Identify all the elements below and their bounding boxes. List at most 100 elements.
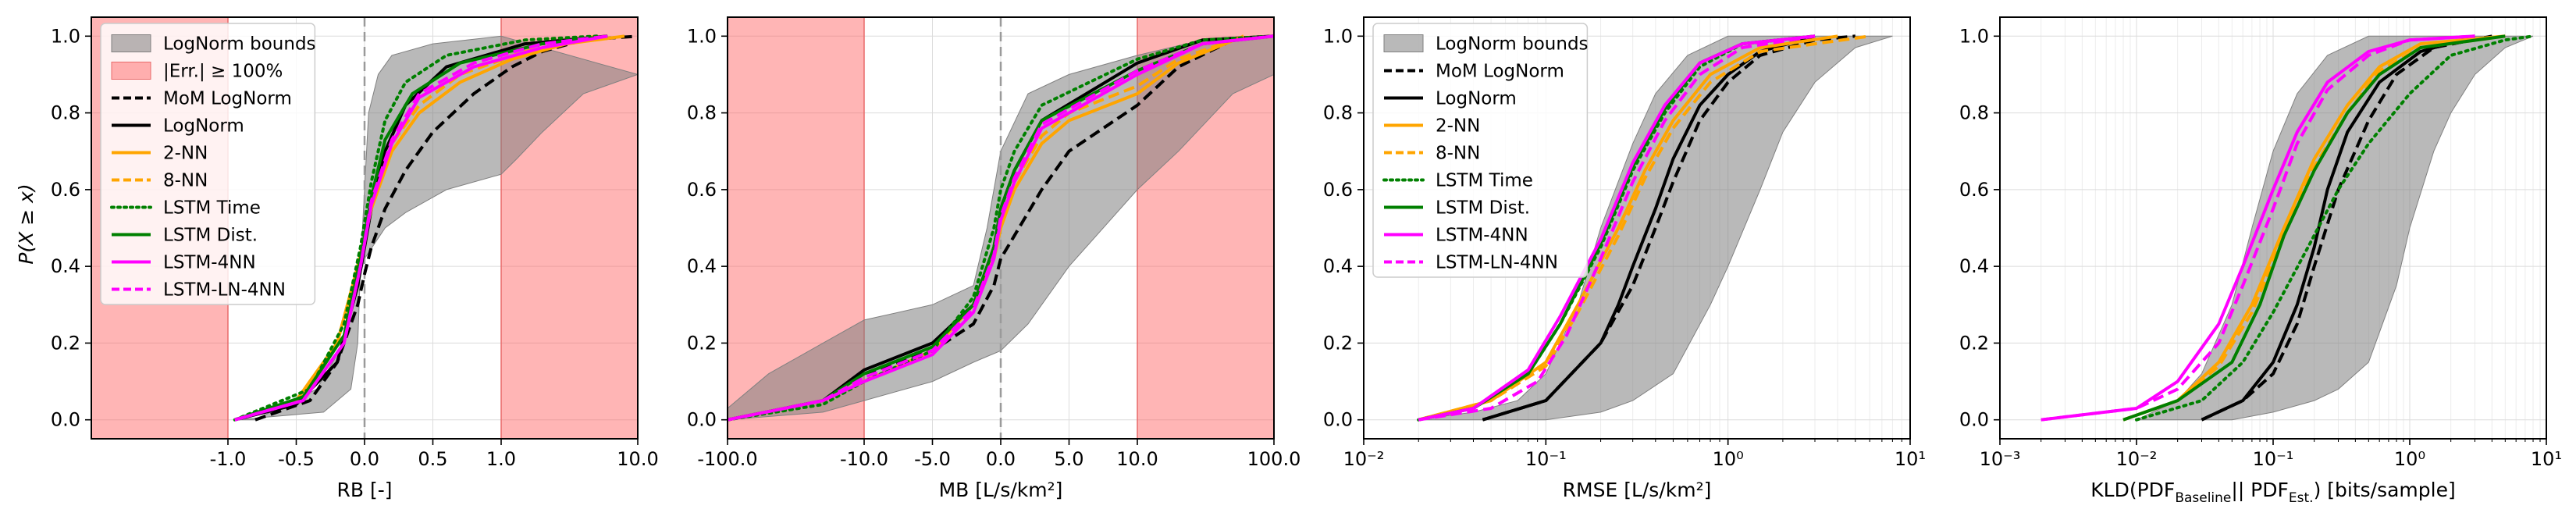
panel-3: 10⁻² 10⁻¹ 10⁰ 10¹ 0.0 0.2 0.4 0.6 0.8 1.0 RMSE [L/… xyxy=(1323,16,1926,501)
x-tick-label: 10¹ xyxy=(2531,448,2562,470)
legend-label: LSTM-4NN xyxy=(1436,226,1528,246)
legend-label: |Err.| ≥ 100% xyxy=(163,62,283,82)
y-tick-label: 0.6 xyxy=(1959,179,1989,201)
y-tick-label: 0.2 xyxy=(687,332,717,354)
legend: LogNorm bounds MoM LogNorm LogNorm 2-NN 8-NN… xyxy=(1372,23,1589,278)
y-tick-label: 0.8 xyxy=(687,102,717,124)
panels: -1.0 -0.5 0.0 0.5 1.0 10.0 0.0 0.2 0.4 0.6 0.8 1.0 R… xyxy=(51,16,2562,506)
x-tick-label: 0.0 xyxy=(986,448,1016,470)
legend: LogNorm bounds |Err.| ≥ 100% MoM LogNorm Lo… xyxy=(100,23,316,305)
legend-item-lstm-ln-4nn: LSTM-LN-4NN xyxy=(1384,253,1558,273)
series-line-lstm-ln-4nn xyxy=(1418,34,1816,422)
x-tick-label: -1.0 xyxy=(210,448,247,470)
x-tick-label: 10⁰ xyxy=(2394,448,2425,470)
series-line-lstm-ln-4nn xyxy=(728,34,1274,422)
legend-swatch xyxy=(111,62,151,80)
x-tick-label: 0.0 xyxy=(350,448,379,470)
legend-item-lstm-ln-4nn: LSTM-LN-4NN xyxy=(112,280,286,301)
panel-1: -1.0 -0.5 0.0 0.5 1.0 10.0 0.0 0.2 0.4 0.6 0.8 1.0 R… xyxy=(51,16,659,501)
x-tick-label: -5.0 xyxy=(914,448,951,470)
x-tick-label: 100.0 xyxy=(1247,448,1301,470)
legend-item-lstm-dist: LSTM Dist. xyxy=(112,226,258,246)
legend-item-lstm-4nn: LSTM-4NN xyxy=(112,253,256,273)
legend-item-lognorm: LogNorm xyxy=(112,116,244,137)
x-tick-label: 0.5 xyxy=(418,448,447,470)
legend-label: LogNorm xyxy=(163,116,244,137)
y-tick-label: 0.2 xyxy=(51,332,80,354)
legend-label: LSTM Time xyxy=(1436,171,1533,191)
y-tick-label: 1.0 xyxy=(51,25,80,47)
legend-item-lognorm: LogNorm xyxy=(1384,89,1517,109)
legend-label: LSTM Dist. xyxy=(163,226,258,246)
y-tick-label: 0.0 xyxy=(1323,409,1353,431)
x-tick-label: -10.0 xyxy=(840,448,888,470)
panel-4: 10⁻³ 10⁻² 10⁻¹ 10⁰ 10¹ 0.0 0.2 0.4 0.6 0.8 1.0 KLD(… xyxy=(1959,16,2562,506)
series-line-lstm-time xyxy=(233,34,599,422)
x-tick-label: -100.0 xyxy=(697,448,757,470)
series-line-lstm-ln-4nn xyxy=(234,34,608,422)
legend-label: 8-NN xyxy=(163,171,208,191)
legend-item-lstm-time: LSTM Time xyxy=(1382,171,1533,191)
legend-swatch xyxy=(111,34,151,52)
legend-label: LogNorm bounds xyxy=(163,34,316,55)
y-tick-label: 0.8 xyxy=(1323,102,1353,124)
series-line-mom-lognorm xyxy=(2201,34,2492,422)
legend-label: 2-NN xyxy=(1436,116,1480,137)
x-tick-label: 10.0 xyxy=(617,448,658,470)
legend-label: LSTM Time xyxy=(163,198,261,219)
x-tick-label: -0.5 xyxy=(278,448,315,470)
series-line-lognorm xyxy=(2201,34,2476,422)
x-axis-label: KLD(PDFBaseline|| PDFEst.) [bits/sample] xyxy=(2090,479,2455,506)
x-tick-label: 10⁰ xyxy=(1713,448,1744,470)
legend-box xyxy=(100,23,316,305)
y-tick-label: 0.0 xyxy=(1959,409,1989,431)
series-line-lognorm xyxy=(1482,34,1816,422)
legend-item-lstm-time: LSTM Time xyxy=(110,198,261,219)
legend-item-2-nn: 2-NN xyxy=(112,144,208,164)
y-tick-label: 0.2 xyxy=(1959,332,1989,354)
x-tick-label: 10⁻¹ xyxy=(2253,448,2294,470)
y-tick-label: 0.6 xyxy=(1323,179,1353,201)
series-line-lstm-dist xyxy=(2122,34,2506,422)
x-tick-label: 5.0 xyxy=(1054,448,1083,470)
y-tick-label: 1.0 xyxy=(1323,25,1353,47)
legend-item-lstm-4nn: LSTM-4NN xyxy=(1384,226,1528,246)
series-line-8-nn xyxy=(1418,34,1870,422)
series-line-mom-lognorm xyxy=(728,34,1274,422)
x-tick-label: 10⁻¹ xyxy=(1525,448,1567,470)
plot-area xyxy=(728,17,1274,439)
panel-2: -100.0 -10.0 -5.0 0.0 5.0 10.0 100.0 0.0 0.2 0.4 0… xyxy=(687,16,1301,501)
axes-frame xyxy=(1363,16,1911,440)
legend-label: MoM LogNorm xyxy=(163,89,292,109)
y-tick-label: 0.0 xyxy=(687,409,717,431)
legend-item-8-nn: 8-NN xyxy=(1384,144,1480,164)
y-tick-label: 1.0 xyxy=(687,25,717,47)
legend-label: MoM LogNorm xyxy=(1436,62,1564,82)
plot-area xyxy=(2000,17,2546,439)
legend-item-lstm-dist: LSTM Dist. xyxy=(1384,198,1530,219)
legend-label: LSTM-4NN xyxy=(163,253,256,273)
y-tick-label: 0.0 xyxy=(51,409,80,431)
legend-item-lognorm-bounds: LogNorm bounds xyxy=(111,34,316,55)
legend-label: 2-NN xyxy=(163,144,208,164)
legend-label: 8-NN xyxy=(1436,144,1480,164)
series-line-8-nn xyxy=(234,34,597,422)
series-line-lstm-4nn xyxy=(1418,34,1816,422)
series-line-lstm-4nn xyxy=(2041,34,2475,422)
legend-label: LSTM Dist. xyxy=(1436,198,1530,219)
y-tick-label: 0.2 xyxy=(1323,332,1353,354)
legend-item-lognorm-bounds: LogNorm bounds xyxy=(1383,34,1589,55)
legend-label: LSTM-LN-4NN xyxy=(163,280,286,301)
y-tick-label: 0.4 xyxy=(1323,255,1353,277)
y-tick-label: 0.4 xyxy=(687,255,717,277)
series-line-lstm-dist xyxy=(234,34,608,422)
legend-item-mom-lognorm: MoM LogNorm xyxy=(1384,62,1564,82)
x-tick-label: 10⁻³ xyxy=(1980,448,2021,470)
lognorm-bounds-band xyxy=(2136,35,2534,421)
legend-item-8-nn: 8-NN xyxy=(112,171,208,191)
legend-swatch xyxy=(1383,34,1424,52)
x-axis-label: MB [L/s/km²] xyxy=(939,479,1063,501)
legend-item-err-100: |Err.| ≥ 100% xyxy=(111,62,283,82)
y-tick-label: 0.4 xyxy=(51,255,80,277)
